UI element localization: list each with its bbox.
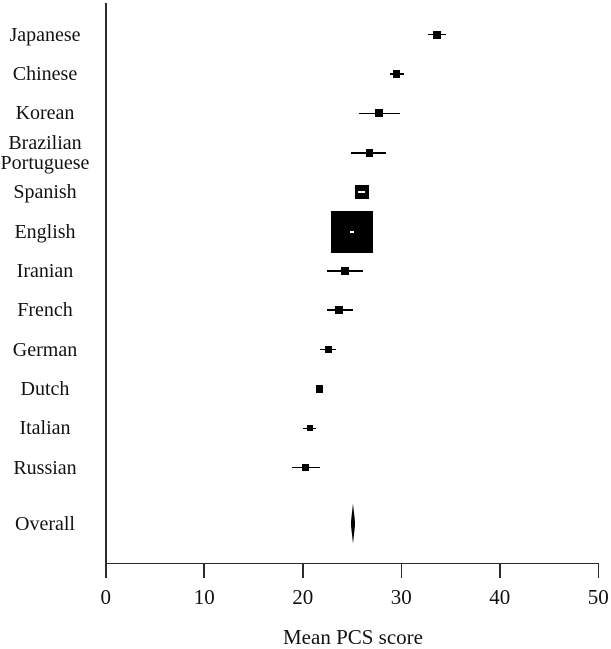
mean-square bbox=[325, 346, 332, 353]
inner-ci-dash bbox=[350, 230, 354, 233]
mean-square bbox=[374, 109, 383, 118]
row-label: German bbox=[12, 338, 78, 361]
mean-square bbox=[432, 30, 441, 39]
row-label: Spanish bbox=[13, 181, 77, 204]
row-label: Russian bbox=[13, 456, 77, 479]
x-tick bbox=[400, 563, 403, 578]
row-label: Dutch bbox=[20, 377, 70, 400]
row-label: Chinese bbox=[12, 63, 78, 86]
x-axis-line bbox=[104, 562, 600, 565]
x-tick bbox=[203, 563, 206, 578]
overall-diamond bbox=[350, 503, 356, 544]
x-axis-title: Mean PCS score bbox=[283, 625, 423, 649]
mean-square bbox=[302, 464, 309, 471]
x-tick bbox=[499, 563, 501, 578]
x-tick bbox=[301, 563, 304, 578]
x-tick-label: 50 bbox=[587, 585, 609, 609]
row-label: Brazilian Portuguese bbox=[0, 131, 90, 174]
x-tick-label: 30 bbox=[390, 585, 412, 609]
x-tick bbox=[104, 563, 107, 578]
y-axis-line bbox=[104, 3, 107, 578]
row-label: French bbox=[17, 299, 73, 322]
row-label: Iranian bbox=[16, 259, 74, 282]
x-tick bbox=[597, 563, 600, 578]
mean-square bbox=[392, 70, 401, 78]
x-tick-label: 40 bbox=[489, 585, 511, 609]
x-tick-label: 20 bbox=[292, 585, 314, 609]
mean-square bbox=[306, 425, 313, 432]
overall-label: Overall bbox=[15, 512, 75, 535]
row-label: Italian bbox=[19, 417, 71, 440]
row-label: Japanese bbox=[9, 23, 81, 46]
inner-ci-dash bbox=[358, 191, 366, 194]
row-label: Korean bbox=[15, 102, 75, 125]
mean-square bbox=[315, 385, 324, 393]
mean-square bbox=[341, 266, 350, 275]
x-tick-label: 0 bbox=[100, 585, 111, 609]
row-label: English bbox=[14, 220, 76, 243]
x-tick-label: 10 bbox=[193, 585, 215, 609]
mean-square bbox=[365, 149, 374, 157]
mean-square bbox=[335, 306, 343, 314]
